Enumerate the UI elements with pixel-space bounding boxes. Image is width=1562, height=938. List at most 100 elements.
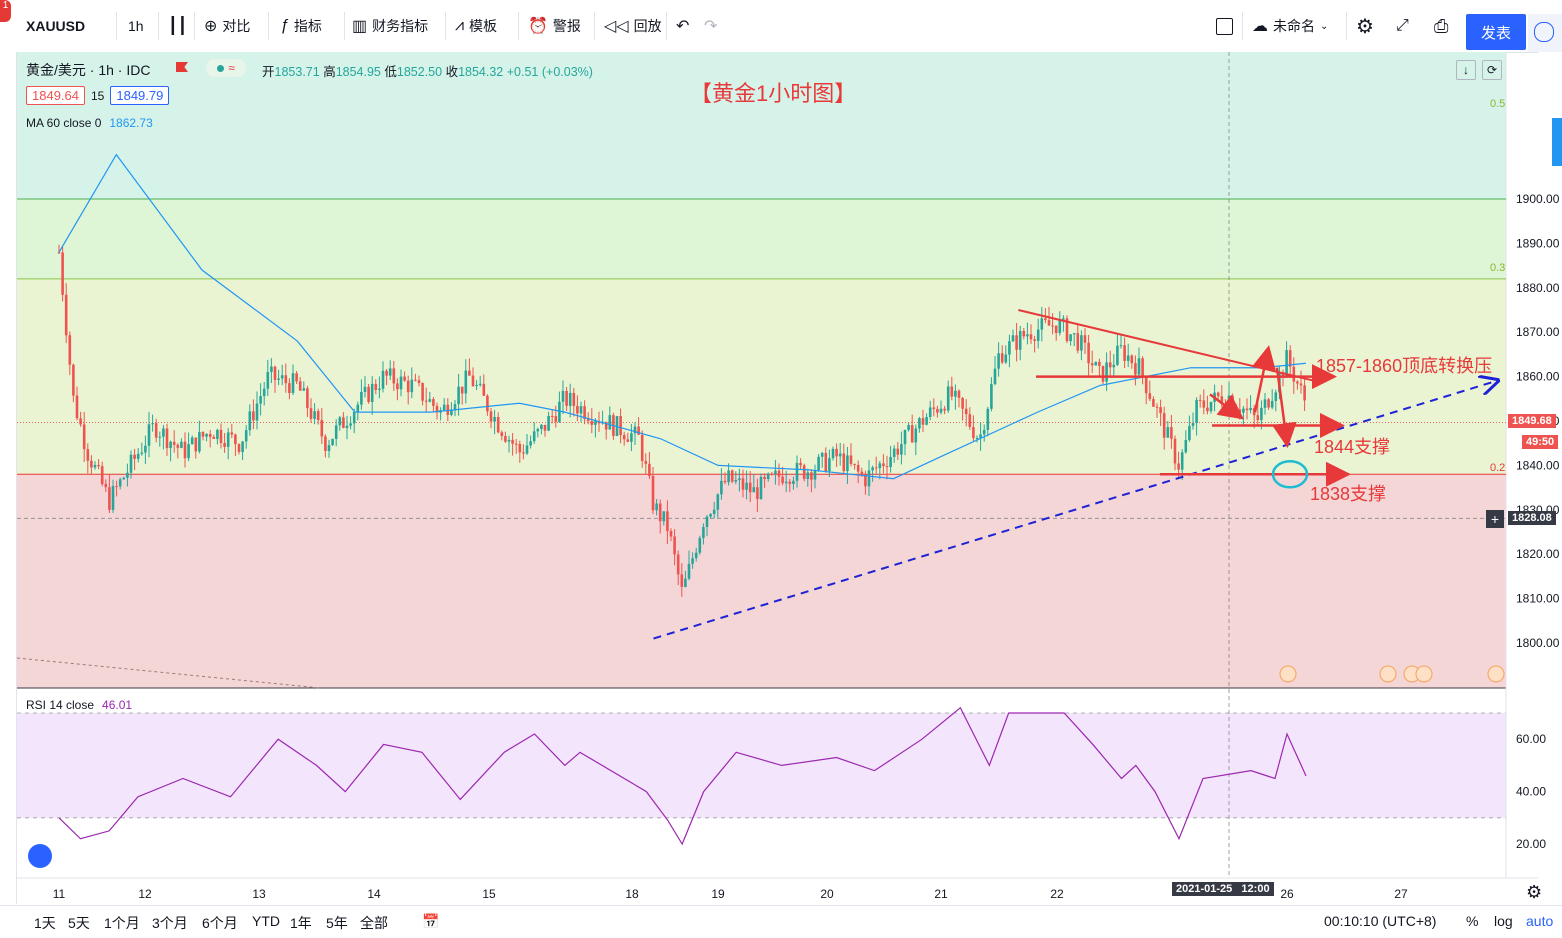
candle-body-124 [504, 436, 507, 442]
screenshot-button[interactable]: ⎙ [1434, 12, 1448, 40]
candle-body-139 [558, 401, 561, 422]
candle-body-133 [536, 428, 540, 432]
side-panel-button[interactable] [1552, 118, 1562, 166]
log-toggle[interactable]: log [1494, 913, 1513, 929]
candle-body-197 [766, 473, 770, 480]
range-button-7[interactable]: 5年 [326, 915, 348, 931]
close-value: 1854.32 [458, 65, 504, 79]
fullscreen-button[interactable]: ⤢ [1396, 12, 1409, 40]
replay-label: 回放 [633, 18, 662, 34]
candle-body-51 [241, 441, 244, 452]
candle-body-191 [745, 482, 748, 490]
range-button-5[interactable]: YTD [252, 913, 280, 929]
indicators-label: 指标 [293, 18, 322, 34]
candle-body-242 [928, 407, 932, 417]
candle-body-235 [903, 429, 907, 445]
candle-body-255 [975, 438, 979, 440]
bid-button[interactable]: 1849.64 [26, 86, 85, 105]
zone-teal [17, 52, 1506, 199]
top-toolbar: XAUUSD 1h ┃┃ ⊕ 对比 ƒ 指标 ▥ 财务指标 ⩘ 模板 ⏰ 警报 … [0, 0, 1562, 53]
fib-label-05: 0.5 [1490, 98, 1506, 110]
range-button-2[interactable]: 1个月 [104, 915, 140, 931]
publish-button[interactable]: 发表 [1466, 14, 1526, 50]
candle-body-31 [169, 441, 172, 449]
range-button-3[interactable]: 3个月 [152, 915, 188, 931]
candle-body-238 [914, 428, 918, 443]
candle-body-253 [968, 414, 972, 427]
candle-body-231 [889, 456, 892, 468]
alert-button[interactable]: ⏰ 警报 [528, 12, 581, 40]
symbol-search[interactable]: XAUUSD [26, 12, 85, 40]
templates-button[interactable]: ⩘ 模板 [455, 12, 497, 40]
candle-body-345 [1299, 383, 1303, 386]
settings-button[interactable]: ⚙ [1356, 12, 1374, 40]
arrow-down-icon[interactable]: ↓ [1456, 60, 1476, 80]
candle-body-55 [255, 403, 259, 421]
candle-body-307 [1162, 413, 1166, 438]
flag-icon[interactable] [176, 60, 190, 74]
y-tick-label-10: 1900.00 [1516, 192, 1560, 206]
event-icon-3 [1415, 665, 1433, 683]
date-range-button[interactable]: 📅 [422, 913, 439, 930]
candle-body-225 [867, 470, 871, 487]
candle-body-222 [856, 464, 860, 472]
support-1844-annotation[interactable]: 1844支撑 [1314, 437, 1391, 457]
auto-toggle[interactable]: auto [1526, 913, 1554, 929]
candle-body-63 [284, 375, 288, 384]
range-button-6[interactable]: 1年 [290, 915, 312, 931]
layout-name-button[interactable]: ☁ 未命名 ⌄ [1252, 12, 1328, 40]
old-trendline [16, 657, 321, 689]
candle-body-56 [259, 396, 262, 404]
indicators-button[interactable]: ƒ 指标 [280, 12, 322, 40]
candle-body-176 [691, 558, 694, 564]
candle-body-185 [723, 480, 727, 483]
replay-button[interactable]: ◁◁ 回放 [604, 12, 662, 40]
layout-select-checkbox[interactable] [1216, 12, 1233, 40]
candle-body-275 [1047, 320, 1051, 326]
interval-button[interactable]: 1h [128, 12, 144, 40]
range-button-1[interactable]: 5天 [68, 915, 90, 931]
ma-legend[interactable]: MA 60 close 0 1862.73 [26, 116, 153, 130]
range-button-4[interactable]: 6个月 [202, 915, 238, 931]
percent-toggle[interactable]: % [1466, 913, 1479, 929]
gear-icon: ⚙ [1356, 15, 1374, 38]
ask-button[interactable]: 1849.79 [110, 86, 170, 105]
candle-body-252 [964, 408, 968, 415]
candle-body-254 [972, 426, 975, 439]
square-icon [1216, 17, 1233, 35]
candle-body-148 [590, 421, 594, 425]
candle-body-300 [1137, 358, 1141, 375]
rsi-value: 46.01 [102, 698, 133, 712]
clock-readout[interactable]: 00:10:10 (UTC+8) [1324, 913, 1437, 929]
x-tick-label-3: 14 [367, 887, 381, 901]
range-button-8[interactable]: 全部 [360, 915, 388, 931]
redo-button[interactable]: ↷ [704, 12, 717, 40]
crosshair-price-tag: 1828.08 [1508, 511, 1556, 525]
maximize-pane-icon[interactable]: ⟳ [1482, 60, 1502, 80]
candle-body-297 [1126, 355, 1130, 361]
candle-body-138 [554, 416, 558, 422]
candle-body-168 [662, 511, 666, 522]
candle-body-326 [1231, 395, 1234, 409]
candle-body-92 [388, 368, 392, 376]
right-panel-tab[interactable] [1528, 14, 1562, 52]
rsi-legend[interactable]: RSI 14 close 46.01 [26, 698, 132, 712]
range-button-0[interactable]: 1天 [34, 915, 56, 931]
compare-button[interactable]: ⊕ 对比 [204, 12, 250, 40]
candle-body-42 [208, 433, 212, 437]
chart-title-annotation[interactable]: 【黄金1小时图】 [690, 81, 857, 106]
chart-settings-button[interactable]: ⚙ [1526, 882, 1542, 903]
candle-style-button[interactable]: ┃┃ [168, 12, 187, 40]
financials-button[interactable]: ▥ 财务指标 [352, 12, 428, 40]
candle-body-199 [774, 470, 777, 474]
market-status-indicator[interactable]: ≈ [206, 59, 246, 77]
candle-body-246 [943, 408, 946, 411]
support-1838-annotation[interactable]: 1838支撑 [1310, 484, 1387, 504]
add-plus-icon[interactable]: + [1486, 510, 1504, 528]
candle-body-65 [291, 373, 295, 393]
resistance-annotation[interactable]: 1857-1860顶底转换压 [1316, 356, 1493, 376]
candle-body-162 [640, 434, 644, 462]
undo-button[interactable]: ↶ [676, 12, 689, 40]
notification-badge[interactable]: 1 [0, 0, 11, 22]
